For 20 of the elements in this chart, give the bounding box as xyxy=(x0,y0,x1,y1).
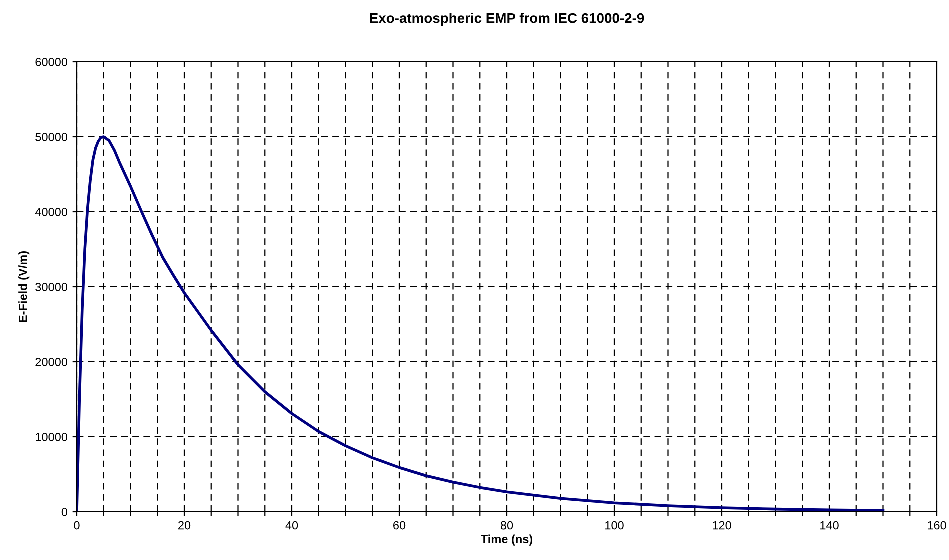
x-tick-label: 80 xyxy=(500,521,514,530)
y-tick-label: 20000 xyxy=(36,358,68,366)
x-tick-label: 40 xyxy=(286,521,298,530)
x-tick-label: 0 xyxy=(74,521,80,530)
x-tick-label: 20 xyxy=(178,521,191,530)
line-series xyxy=(77,136,885,512)
y-tick-label: 10000 xyxy=(36,433,68,442)
x-tick-label: 120 xyxy=(713,521,732,530)
y-tick-label: 0 xyxy=(62,508,68,516)
chart-title: Exo-atmospheric EMP from IEC 61000-2-9 xyxy=(370,13,644,26)
x-tick-label: 60 xyxy=(394,521,406,530)
x-tick-label: 100 xyxy=(606,521,624,530)
y-tick-label: 60000 xyxy=(36,58,68,66)
y-axis-title: E-Field (V/m) xyxy=(18,252,30,322)
y-tick-label: 40000 xyxy=(35,208,68,216)
y-tick-label: 50000 xyxy=(36,133,68,142)
x-tick-label: 140 xyxy=(820,521,839,530)
x-axis-title: Time (ns) xyxy=(481,534,533,546)
y-tick-label: 30000 xyxy=(36,283,68,292)
x-tick-label: 160 xyxy=(928,521,946,530)
